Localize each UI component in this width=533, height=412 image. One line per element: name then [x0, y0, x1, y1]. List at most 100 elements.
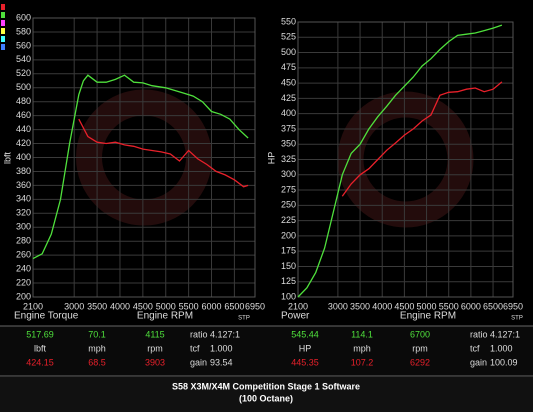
- readout-cell: 68.5: [88, 357, 106, 367]
- y-tick-label: 220: [16, 277, 31, 287]
- readout-cell: 4115: [145, 329, 164, 339]
- x-tick-label: 4500: [394, 301, 414, 311]
- y-tick-label: 550: [281, 16, 296, 26]
- readout-cell: 114.1: [351, 329, 373, 339]
- y-tick-label: 480: [16, 96, 31, 106]
- readout-cell: 424.15: [26, 357, 54, 367]
- y-tick-label: 500: [281, 47, 296, 57]
- x-tick-label: 6500: [483, 301, 503, 311]
- x-tick-label: 4000: [372, 301, 392, 311]
- y-tick-label: 350: [281, 139, 296, 149]
- x-tick-label: 5500: [439, 301, 459, 311]
- x-tick-label: 3500: [350, 301, 370, 311]
- y-tick-label: 400: [281, 108, 296, 118]
- y-tick-label: 425: [281, 93, 296, 103]
- y-tick-label: 600: [16, 12, 31, 22]
- readout-panel: [0, 326, 533, 376]
- y-tick-label: 225: [281, 215, 296, 225]
- x-tick-label: 3000: [328, 301, 348, 311]
- y-tick-label: 475: [281, 62, 296, 72]
- y-tick-label: 200: [16, 291, 31, 301]
- readout-cell: 517.69: [26, 329, 54, 339]
- series-line: [341, 81, 503, 197]
- footer-title: S58 X3M/X4M Competition Stage 1 Software: [172, 381, 360, 391]
- y-tick-label: 200: [281, 230, 296, 240]
- series-line: [297, 24, 503, 298]
- x-tick-label: 6000: [201, 301, 221, 311]
- y-tick-label: 460: [16, 110, 31, 120]
- series-line: [32, 74, 249, 260]
- y-tick-label: 260: [16, 250, 31, 260]
- y-tick-label: 440: [16, 124, 31, 134]
- readout-cell: 1.000: [210, 343, 233, 353]
- x-tick-label: 4500: [133, 301, 153, 311]
- x-tick-label: 5000: [417, 301, 437, 311]
- readout-cell: tcf: [190, 343, 200, 353]
- y-tick-label: 340: [16, 194, 31, 204]
- y-tick-label: 360: [16, 180, 31, 190]
- y-tick-label: 500: [16, 82, 31, 92]
- x-tick-label: 6000: [461, 301, 481, 311]
- x-tick-label: 2100: [23, 301, 43, 311]
- x-tick-label: 5000: [156, 301, 176, 311]
- x-tick-label: 6500: [224, 301, 244, 311]
- y-tick-label: 240: [16, 263, 31, 273]
- readout-cell: 4.127:1: [490, 329, 520, 339]
- readout-cell: 70.1: [88, 329, 106, 339]
- x-tick-label: 5500: [179, 301, 199, 311]
- readout-cell: 6292: [410, 357, 430, 367]
- x-tick-label: 2100: [288, 301, 308, 311]
- y-tick-label: 560: [16, 40, 31, 50]
- x-tick-label: 4000: [110, 301, 130, 311]
- readout-cell: tcf: [470, 343, 480, 353]
- y-tick-label: 250: [281, 200, 296, 210]
- y-tick-label: 325: [281, 154, 296, 164]
- y-tick-label: 525: [281, 32, 296, 42]
- y-axis-label: lbft: [2, 152, 12, 165]
- unit-note: STP: [238, 316, 250, 322]
- series-line: [78, 118, 249, 188]
- readout-cell: 6700: [410, 329, 430, 339]
- readout-cell: ratio: [470, 329, 488, 339]
- y-tick-label: 450: [281, 77, 296, 87]
- color-swatches: [1, 4, 5, 50]
- readout-cell: gain: [190, 357, 207, 367]
- x-axis-label: Engine RPM: [400, 311, 456, 322]
- plot-frame: [297, 21, 514, 298]
- y-tick-label: 375: [281, 123, 296, 133]
- readout-cell: ratio: [190, 329, 208, 339]
- readout-cell: mph: [353, 343, 371, 353]
- y-tick-label: 175: [281, 246, 296, 256]
- y-tick-label: 300: [16, 222, 31, 232]
- y-tick-label: 400: [16, 152, 31, 162]
- footer-subtitle: (100 Octane): [239, 393, 293, 403]
- corner-label: Engine Torque: [14, 311, 79, 322]
- y-tick-label: 100: [281, 291, 296, 301]
- readout-cell: rpm: [147, 343, 163, 353]
- readout-cell: 93.54: [210, 357, 233, 367]
- y-tick-label: 300: [281, 169, 296, 179]
- y-tick-label: 420: [16, 138, 31, 148]
- readout-cell: 4.127:1: [210, 329, 240, 339]
- readout-cell: 545.44: [291, 329, 319, 339]
- readout-cell: 1.000: [490, 343, 513, 353]
- corner-label: Power: [281, 311, 310, 322]
- y-tick-label: 540: [16, 54, 31, 64]
- y-tick-label: 580: [16, 26, 31, 36]
- y-tick-label: 320: [16, 208, 31, 218]
- x-tick-label: 6950: [503, 301, 523, 311]
- y-tick-label: 150: [281, 261, 296, 271]
- readout-cell: rpm: [412, 343, 428, 353]
- unit-note: STP: [511, 316, 523, 322]
- readout-cell: 445.35: [291, 357, 319, 367]
- readout-cell: lbft: [34, 343, 47, 353]
- y-tick-label: 275: [281, 184, 296, 194]
- y-axis-label: HP: [266, 152, 276, 165]
- x-tick-label: 3500: [87, 301, 107, 311]
- readout-cell: gain: [470, 357, 487, 367]
- y-tick-label: 520: [16, 68, 31, 78]
- footer-panel: [0, 377, 533, 412]
- x-tick-label: 3000: [64, 301, 84, 311]
- readout-cell: 3903: [145, 357, 165, 367]
